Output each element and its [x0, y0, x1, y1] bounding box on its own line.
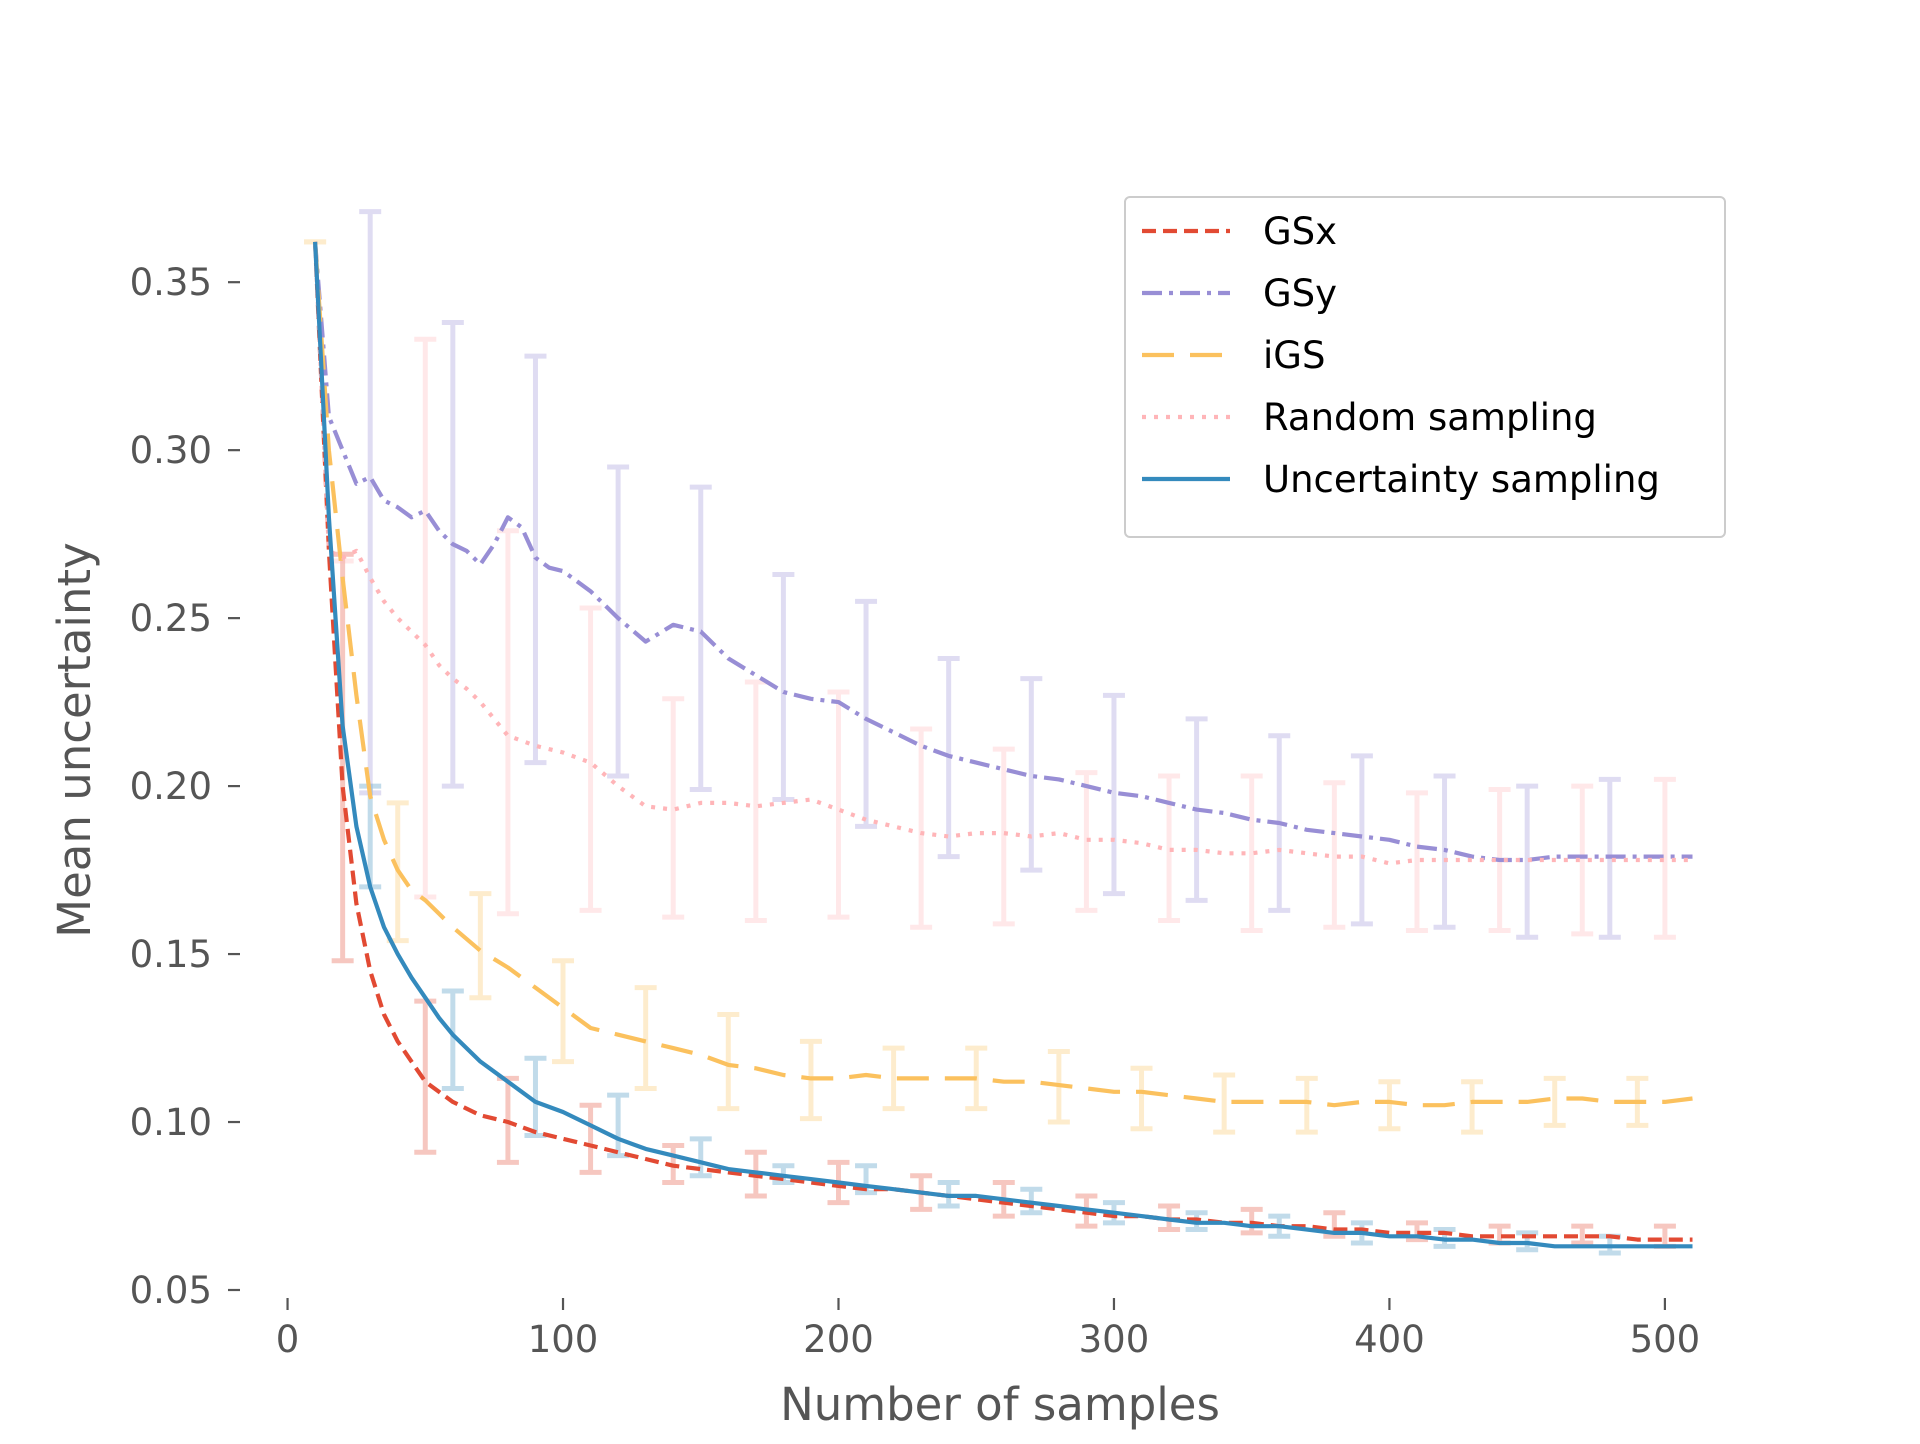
legend-label: Random sampling [1263, 396, 1597, 439]
legend-label: GSy [1263, 272, 1337, 315]
y-axis-title: Mean uncertainty [48, 542, 101, 937]
y-tick-label: 0.10 [130, 1101, 212, 1144]
y-tick-label: 0.20 [130, 765, 212, 808]
series-line-gsy [313, 241, 1693, 863]
y-tick-label: 0.35 [130, 261, 212, 304]
series-line-igs [313, 241, 1693, 1108]
series-line-random-sampling [313, 241, 1693, 866]
x-tick-label: 200 [803, 1318, 874, 1361]
y-axis: 0.05 0.10 0.15 0.20 0.25 0.30 0.35 [130, 261, 240, 1312]
series-lines-layer [313, 241, 1693, 1249]
y-tick-label: 0.25 [130, 597, 212, 640]
x-tick-label: 500 [1630, 1318, 1701, 1361]
legend-box [1124, 196, 1726, 538]
error-bars-layer [304, 209, 1676, 1256]
y-tick-label: 0.15 [130, 933, 212, 976]
x-tick-label: 400 [1354, 1318, 1425, 1361]
series-line-uncertainty-sampling [313, 241, 1693, 1249]
legend-label: Uncertainty sampling [1263, 458, 1660, 501]
y-tick-label: 0.30 [130, 429, 212, 472]
x-tick-label: 100 [528, 1318, 599, 1361]
x-tick-label: 300 [1079, 1318, 1150, 1361]
error-bars-igs [304, 239, 1649, 1135]
legend: GSx GSy iGS Random sampling Uncertainty samp… [1124, 196, 1726, 538]
error-bars-random-sampling [331, 336, 1676, 940]
x-axis-title: Number of samples [780, 1378, 1220, 1431]
legend-label: iGS [1263, 334, 1325, 377]
error-bars-uncertainty-sampling [359, 783, 1621, 1256]
y-tick-label: 0.05 [130, 1269, 212, 1312]
x-tick-label: 0 [276, 1318, 300, 1361]
legend-label: GSx [1263, 210, 1337, 253]
x-axis: 0 100 200 300 400 500 [276, 1298, 1700, 1361]
